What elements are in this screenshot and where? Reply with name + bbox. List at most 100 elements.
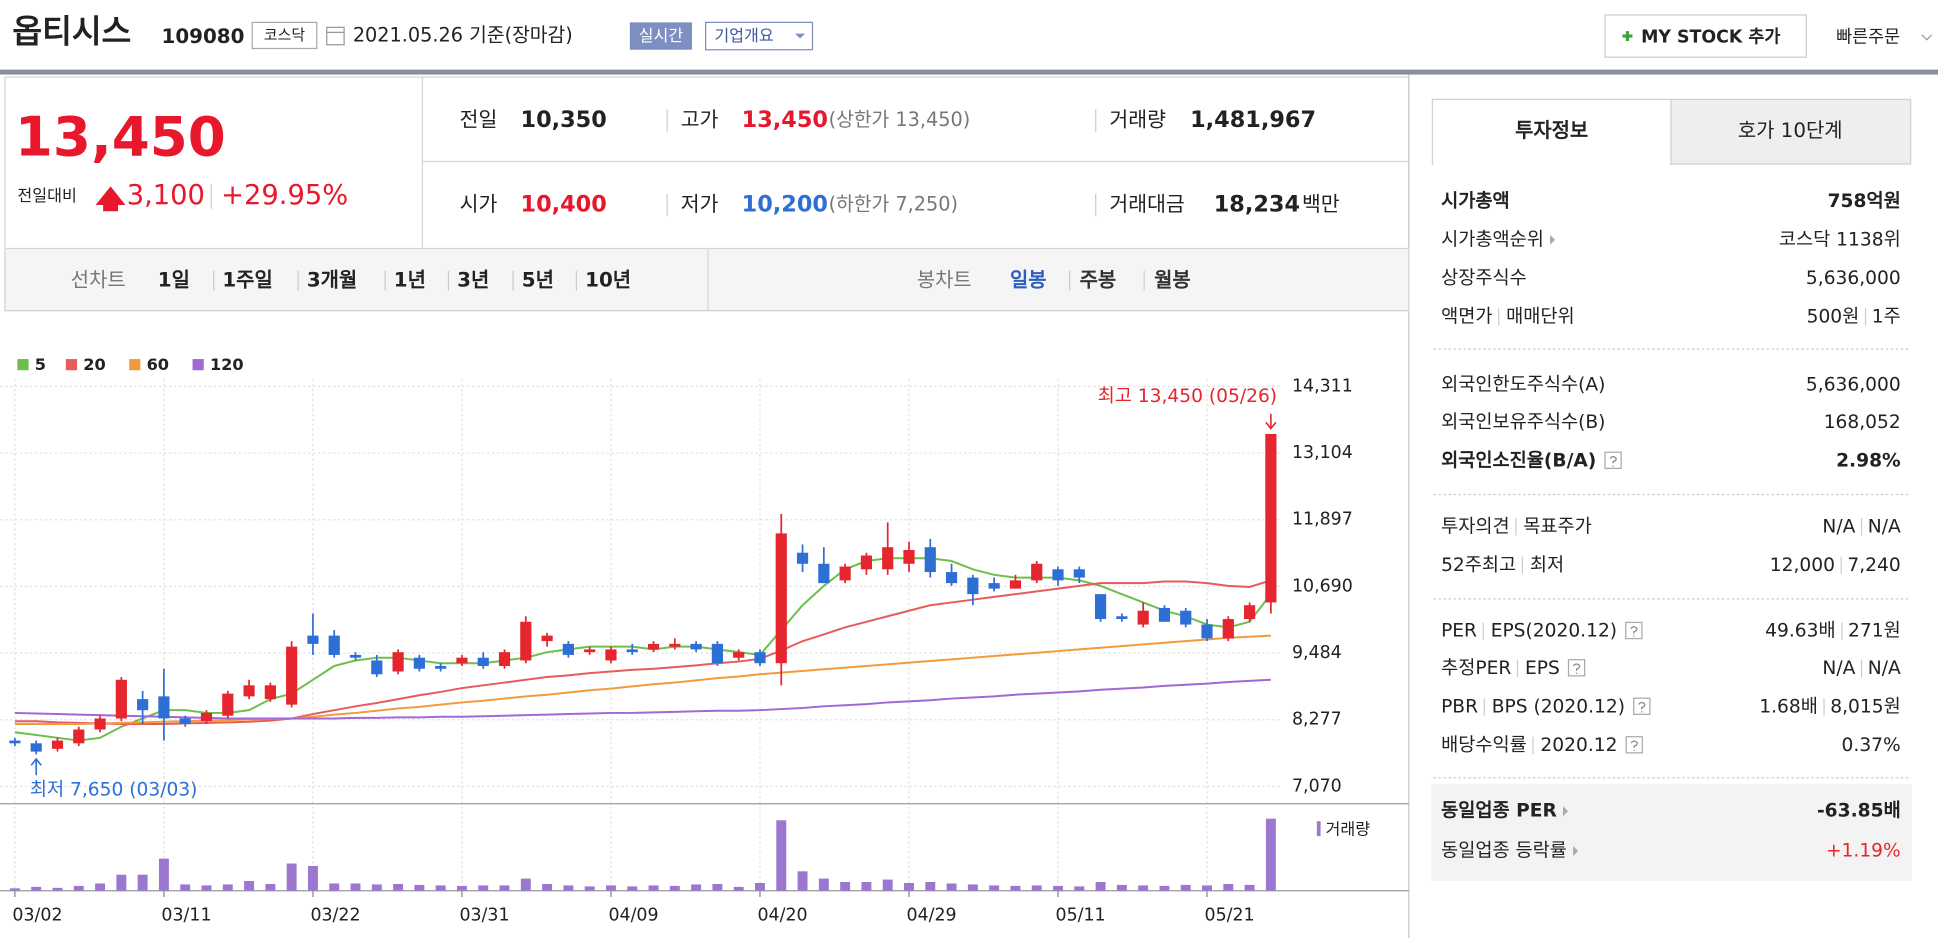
x-tick-label: 03/31 [459,906,509,926]
info-value: 758억원 [1828,191,1901,212]
candle-body [882,547,894,570]
my-stock-button[interactable] [1604,14,1807,58]
period-tab[interactable]: 1일 [158,268,190,291]
period-tab[interactable]: 1년 [394,268,426,291]
legend-label: 60 [147,355,169,374]
tab-label[interactable]: 호가 10단계 [1738,119,1843,142]
market-text: 코스닥 [264,26,305,44]
x-tick-label: 05/11 [1056,906,1106,926]
quick-order[interactable]: 빠른주문 [1836,27,1900,47]
candle-body [541,635,553,642]
y-tick-label: 14,311 [1292,376,1353,396]
volume-bar [691,884,702,891]
info-label: 액면가 [1441,306,1492,327]
volume-bar [350,883,361,891]
y-tick-label: 11,897 [1292,510,1353,530]
company-info-button[interactable] [705,21,814,51]
candle-body [456,657,468,664]
volume-bar [244,881,255,891]
info-label: 동일업종 PER [1441,800,1557,822]
period-tab[interactable]: 3개월 [307,268,357,291]
candle-body [924,547,936,573]
realtime-text[interactable]: 실시간 [639,26,684,45]
volume-bar [393,883,404,891]
volume-bar [137,874,148,891]
volume-bar [584,886,595,891]
candle-body [498,652,511,666]
candle-body [94,718,106,730]
volume-bar [542,883,553,891]
company-info-text[interactable]: 기업개요 [714,26,774,45]
help-icon[interactable] [1625,621,1643,640]
volume-bar [967,884,978,891]
help-icon[interactable] [1633,697,1651,715]
line-chart-label: 선차트 [71,268,126,291]
stat-value: 10,350 [521,107,607,133]
volume-bar [627,886,638,891]
my-stock-text[interactable]: MY STOCK 추가 [1641,27,1780,47]
stat-value: 10,400 [521,192,607,218]
candle-body [200,712,213,722]
help-icon-glyph [1638,701,1646,713]
candle-body [73,729,85,744]
ma-line [14,634,1271,725]
period-tab[interactable]: 3년 [457,268,489,291]
candle-body [30,743,42,752]
candle-body [1073,569,1085,578]
candle-tab[interactable]: 일봉 [1010,268,1047,291]
volume-bar [95,883,106,891]
info-label: 최저 [1530,555,1564,576]
candle-tab[interactable]: 주봉 [1080,268,1117,291]
help-icon[interactable] [1567,659,1586,677]
volume-bar [9,888,20,891]
legend-swatch [65,359,78,371]
info-label: 투자의견 [1441,516,1510,537]
tab-active[interactable] [1431,98,1672,165]
realtime-button[interactable] [629,22,692,50]
volume-bar [520,878,531,891]
volume-bar [1159,885,1170,891]
volume-bar [1244,884,1255,891]
tab-inactive[interactable] [1670,98,1912,165]
help-icon[interactable] [1625,736,1643,754]
current-price: 13,450 [15,105,226,169]
info-value: N/A [1822,516,1855,537]
volume-bar [116,874,127,891]
info-value: 5,636,000 [1806,375,1901,396]
y-tick-label: 10,690 [1292,576,1353,596]
stat-value: 18,234 [1214,192,1300,218]
period-tab[interactable]: 1주일 [222,268,272,291]
info-label: 시가총액순위 [1441,229,1544,250]
y-tick-label: 13,104 [1292,443,1353,463]
volume-bar [222,884,233,891]
volume-bar [286,863,297,891]
candle-body [988,583,1000,589]
stat-label: 거래대금 [1109,192,1184,216]
volume-bar [499,885,510,891]
candle-body [1201,624,1213,639]
candle-body [1031,563,1043,581]
legend-label: 120 [210,355,244,374]
x-tick-label: 04/29 [907,906,957,926]
volume-bar [1202,885,1212,891]
volume-bar [307,865,318,891]
high-annotation: 최고 13,450 (05/26) [1098,386,1278,407]
period-tab[interactable]: 10년 [585,268,631,291]
volume-bar [904,882,914,891]
x-tick-label: 04/09 [608,906,658,926]
info-value: 8,015원 [1830,696,1900,717]
help-icon[interactable] [1604,451,1622,469]
candle-body [860,555,873,570]
candle-body [562,643,574,655]
period-tab[interactable]: 5년 [522,268,554,291]
info-label: 2020.12 [1540,735,1617,756]
tab-label[interactable]: 투자정보 [1515,119,1588,142]
volume-bar [1116,884,1127,891]
candle-body [9,740,21,744]
stat-value: 13,450 [742,107,828,133]
candle-tab[interactable]: 월봉 [1154,268,1191,291]
candle-body [754,652,766,664]
period-bar [4,247,1410,312]
